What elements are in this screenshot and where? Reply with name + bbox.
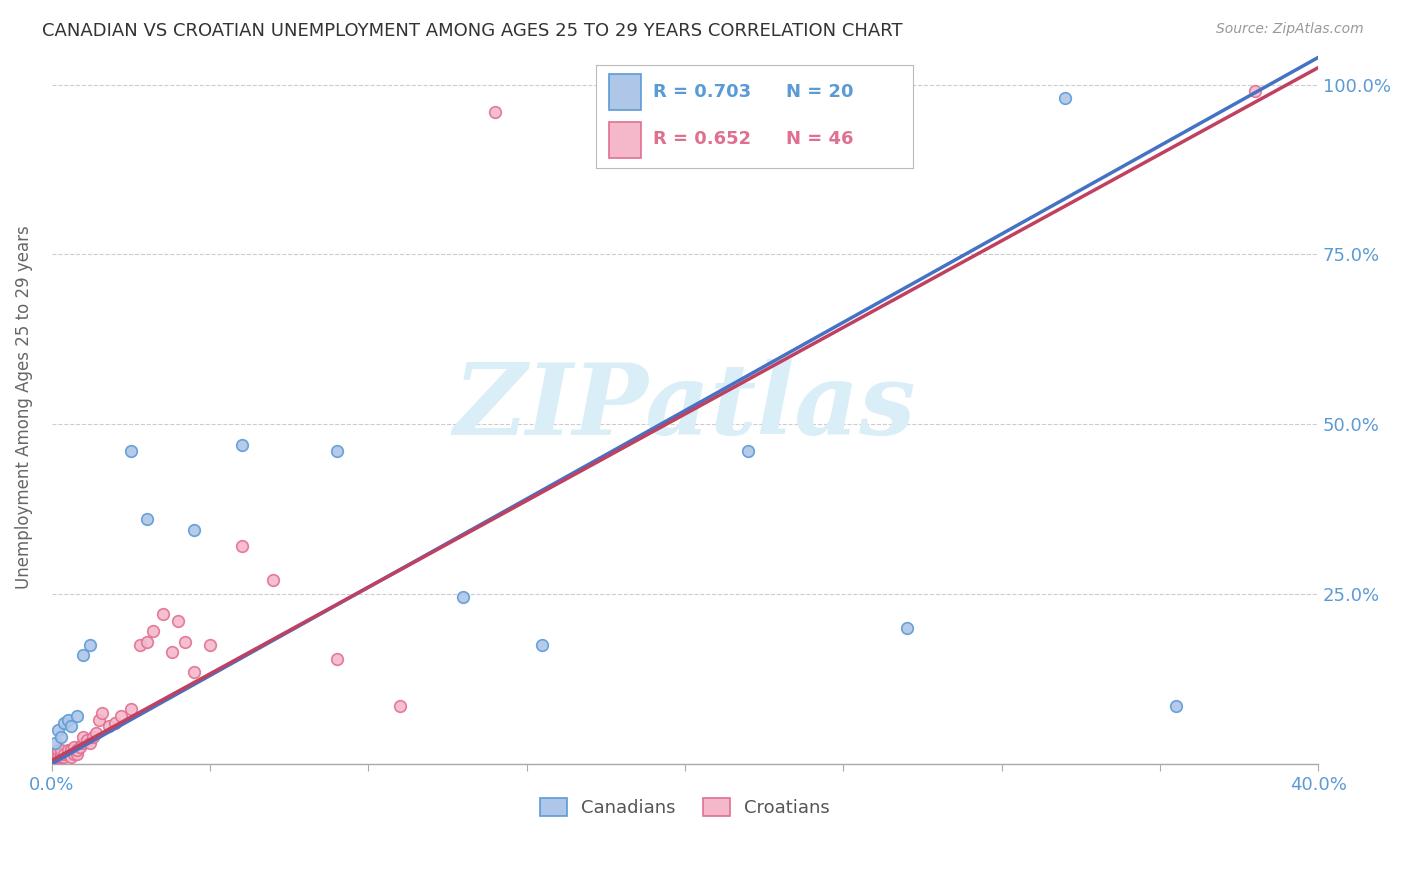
Point [51, 750, 73, 764]
Point [1164, 699, 1187, 714]
Point [198, 638, 221, 652]
Point [453, 591, 475, 605]
Point [82, 730, 104, 744]
Point [91, 706, 114, 720]
Point [59, 750, 82, 764]
Point [51, 743, 73, 757]
Point [53, 750, 76, 764]
Point [56, 713, 79, 727]
Point [66, 709, 89, 723]
Point [44, 750, 66, 764]
Point [72, 648, 94, 662]
Text: CANADIAN VS CROATIAN UNEMPLOYMENT AMONG AGES 25 TO 29 YEARS CORRELATION CHART: CANADIAN VS CROATIAN UNEMPLOYMENT AMONG … [42, 22, 903, 40]
Point [167, 614, 190, 628]
Text: ZIPatlas: ZIPatlas [454, 359, 917, 456]
Point [46, 747, 69, 761]
Point [72, 730, 94, 744]
Point [231, 540, 253, 554]
Point [325, 444, 347, 458]
Point [531, 638, 554, 652]
Point [388, 699, 411, 714]
Y-axis label: Unemployment Among Ages 25 to 29 years: Unemployment Among Ages 25 to 29 years [15, 226, 32, 589]
Point [63, 739, 86, 754]
Point [79, 638, 101, 652]
Point [76, 733, 98, 747]
Point [56, 743, 79, 757]
Point [160, 645, 183, 659]
Point [135, 634, 157, 648]
Point [46, 750, 69, 764]
Point [110, 709, 132, 723]
Point [46, 723, 69, 737]
Point [46, 743, 69, 757]
Point [104, 716, 127, 731]
Point [231, 437, 253, 451]
Point [142, 624, 165, 639]
Point [69, 739, 91, 754]
Point [56, 747, 79, 761]
Point [120, 702, 142, 716]
Point [72, 736, 94, 750]
Point [53, 716, 76, 731]
Legend: Canadians, Croatians: Canadians, Croatians [530, 789, 839, 826]
Point [59, 743, 82, 757]
Point [129, 638, 152, 652]
Point [66, 743, 89, 757]
Point [325, 651, 347, 665]
Point [44, 747, 66, 761]
Point [183, 665, 205, 680]
Point [66, 747, 89, 761]
Point [1053, 91, 1076, 105]
Point [173, 634, 195, 648]
Point [51, 730, 73, 744]
Point [84, 726, 107, 740]
Point [120, 444, 142, 458]
Point [737, 444, 759, 458]
Point [53, 747, 76, 761]
Point [59, 719, 82, 733]
Point [896, 621, 918, 635]
Point [484, 104, 506, 119]
Point [79, 736, 101, 750]
Point [152, 607, 174, 622]
Point [97, 719, 120, 733]
Point [135, 512, 157, 526]
Point [51, 747, 73, 761]
Point [44, 736, 66, 750]
Point [183, 523, 205, 537]
Point [262, 574, 284, 588]
Text: Source: ZipAtlas.com: Source: ZipAtlas.com [1216, 22, 1364, 37]
Point [1243, 85, 1265, 99]
Point [89, 713, 111, 727]
Point [63, 747, 86, 761]
